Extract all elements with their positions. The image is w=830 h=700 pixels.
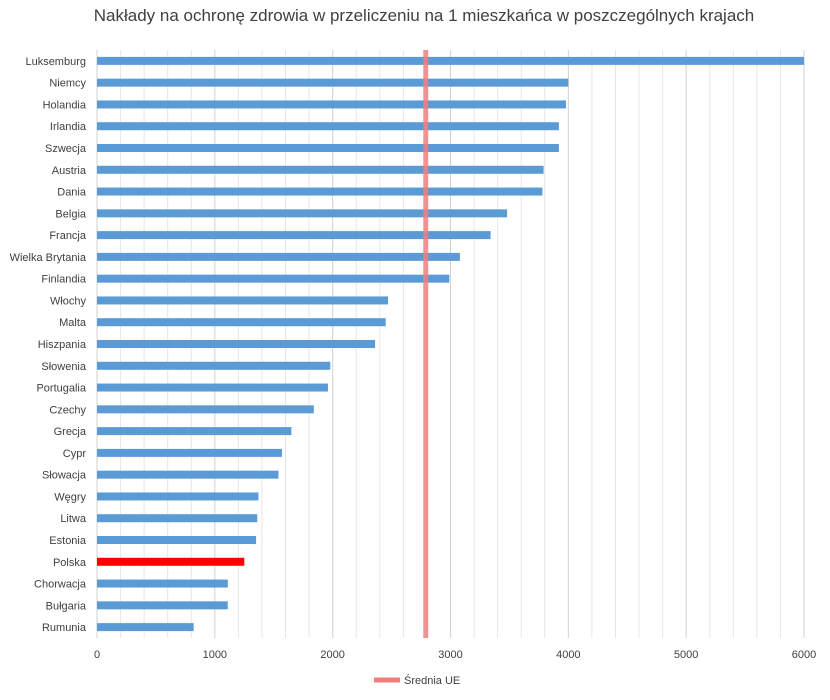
- category-label-szwecja: Szwecja: [45, 143, 87, 155]
- x-tick-label-0: 0: [94, 649, 100, 661]
- bar-rumunia: [97, 623, 194, 632]
- category-label-bulgaria: Bułgaria: [46, 600, 87, 612]
- bar-francja: [97, 231, 491, 240]
- x-tick-label-2000: 2000: [320, 649, 344, 661]
- category-label-czechy: Czechy: [49, 404, 86, 416]
- category-label-cypr: Cypr: [63, 448, 87, 460]
- bar-niemcy: [97, 78, 569, 87]
- category-label-wegry: Węgry: [54, 491, 86, 503]
- category-label-francja: Francja: [49, 230, 87, 242]
- category-label-hiszpania: Hiszpania: [38, 339, 87, 351]
- bar-slowacja: [97, 470, 279, 479]
- bar-belgia: [97, 209, 508, 218]
- bars: [97, 56, 804, 632]
- category-label-slowenia: Słowenia: [41, 361, 87, 373]
- bar-wielka-brytania: [97, 252, 460, 261]
- bar-polska: [97, 557, 245, 566]
- bar-malta: [97, 318, 386, 327]
- x-tick-label-4000: 4000: [556, 649, 580, 661]
- chart-title: Nakłady na ochronę zdrowia w przeliczeni…: [94, 6, 755, 25]
- x-tick-label-6000: 6000: [792, 649, 816, 661]
- category-label-rumunia: Rumunia: [42, 622, 87, 634]
- bar-dania: [97, 187, 543, 196]
- category-label-grecja: Grecja: [54, 426, 87, 438]
- bar-grecja: [97, 427, 292, 436]
- bar-portugalia: [97, 383, 328, 392]
- bar-holandia: [97, 100, 566, 109]
- category-label-dania: Dania: [57, 187, 87, 199]
- category-label-slowacja: Słowacja: [42, 470, 87, 482]
- bar-cypr: [97, 448, 282, 457]
- category-label-wielka-brytania: Wielka Brytania: [10, 252, 87, 264]
- category-label-litwa: Litwa: [60, 513, 87, 525]
- category-label-estonia: Estonia: [49, 535, 87, 547]
- x-tick-label-3000: 3000: [438, 649, 462, 661]
- category-label-malta: Malta: [59, 317, 87, 329]
- bar-litwa: [97, 514, 258, 523]
- bar-czechy: [97, 405, 314, 414]
- bar-estonia: [97, 536, 257, 544]
- bar-finlandia: [97, 274, 450, 283]
- category-labels: Luksemburg Niemcy Holandia Irlandia Szwecja A…: [10, 56, 87, 634]
- category-label-austria: Austria: [52, 165, 87, 177]
- x-tick-label-1000: 1000: [203, 649, 227, 661]
- legend-label-srednia-ue: Średnia UE: [404, 674, 460, 687]
- category-label-niemcy: Niemcy: [49, 78, 86, 90]
- bar-wegry: [97, 492, 259, 501]
- bar-austria: [97, 165, 544, 174]
- x-tick-label-5000: 5000: [674, 649, 698, 661]
- bar-slowenia: [97, 361, 331, 370]
- category-label-chorwacja: Chorwacja: [34, 579, 87, 591]
- bar-hiszpania: [97, 340, 376, 348]
- category-label-belgia: Belgia: [55, 208, 86, 220]
- legend: Średnia UE: [374, 674, 460, 687]
- bar-luksemburg: [97, 56, 804, 65]
- bar-wlochy: [97, 296, 389, 305]
- category-label-finlandia: Finlandia: [41, 274, 87, 286]
- category-label-wlochy: Włochy: [50, 295, 87, 307]
- tick-labels: 0 1000 2000 3000 4000 5000 6000: [94, 649, 816, 661]
- category-label-luksemburg: Luksemburg: [25, 56, 86, 68]
- bar-szwecja: [97, 144, 559, 152]
- category-label-irlandia: Irlandia: [50, 121, 87, 133]
- category-label-portugalia: Portugalia: [36, 383, 86, 395]
- bar-bulgaria: [97, 601, 228, 610]
- category-label-holandia: Holandia: [43, 99, 87, 111]
- category-label-polska: Polska: [53, 557, 87, 569]
- bar-chorwacja: [97, 579, 228, 588]
- bar-irlandia: [97, 122, 559, 131]
